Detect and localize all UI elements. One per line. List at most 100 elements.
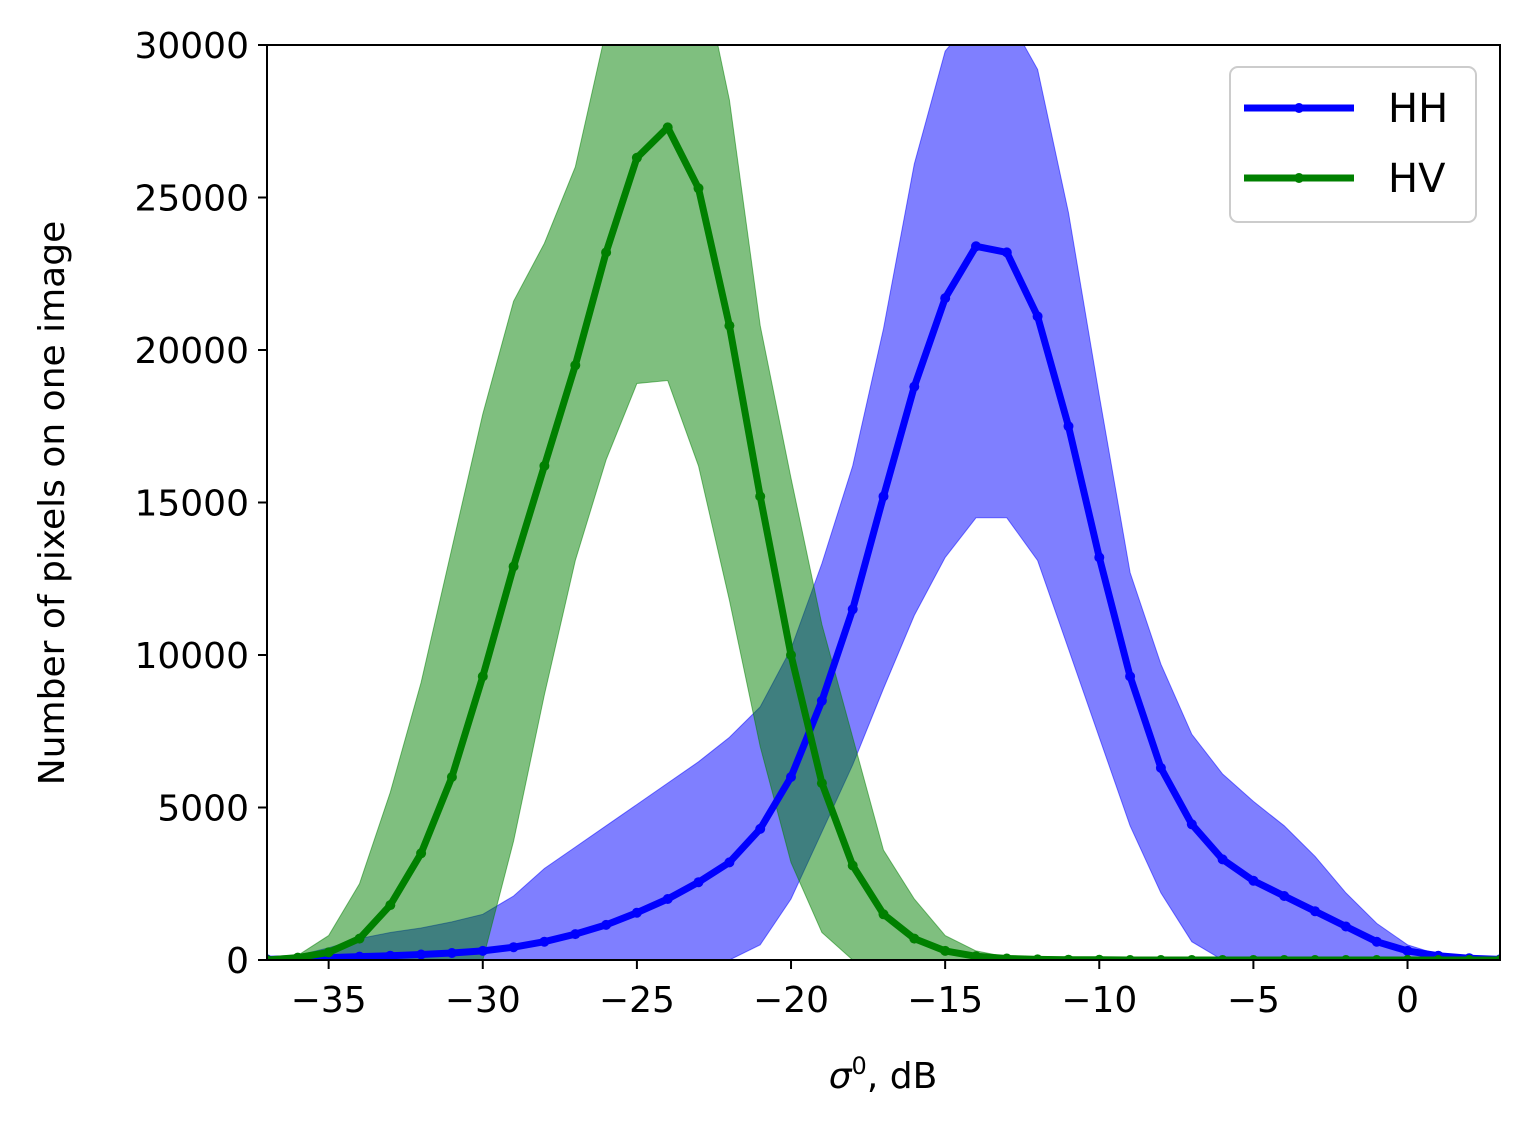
point-hh xyxy=(508,942,519,953)
x-axis-label-superscript: 0 xyxy=(852,1052,867,1080)
point-hv xyxy=(539,460,550,471)
band-hv xyxy=(267,45,1500,960)
y-tick-label: 20000 xyxy=(134,331,249,372)
point-hv xyxy=(1464,955,1475,960)
point-hv xyxy=(354,933,365,944)
point-hh xyxy=(755,823,766,834)
point-hv xyxy=(477,671,488,682)
y-tick-label: 10000 xyxy=(134,636,249,677)
point-hh xyxy=(693,877,704,888)
point-hv xyxy=(909,933,920,944)
point-hv xyxy=(1155,955,1166,960)
point-hv xyxy=(508,561,519,572)
point-hh xyxy=(1063,421,1074,432)
point-hh xyxy=(1279,891,1290,901)
x-axis-ticks: −35 −30 −25 −20 −15 −10 −5 0 xyxy=(291,960,1419,1021)
point-hh xyxy=(816,695,827,706)
point-hv xyxy=(1340,955,1351,960)
point-hv xyxy=(940,945,951,956)
point-hv xyxy=(1217,955,1228,960)
point-hh xyxy=(878,491,889,502)
x-axis-label: σ0, dB xyxy=(829,1052,938,1097)
point-hv xyxy=(631,152,642,163)
point-hv xyxy=(786,650,796,660)
point-hv xyxy=(416,848,427,859)
point-hh xyxy=(1340,921,1351,932)
point-hv xyxy=(724,320,735,331)
point-hh xyxy=(1125,671,1136,682)
point-hv xyxy=(323,947,334,958)
point-hh xyxy=(1310,906,1320,917)
point-hh xyxy=(354,951,365,960)
x-tick-label: 0 xyxy=(1396,980,1419,1021)
x-tick-label: −35 xyxy=(291,980,367,1021)
point-hv xyxy=(446,772,457,782)
point-hv xyxy=(292,952,303,960)
point-hv xyxy=(662,122,673,133)
point-hh xyxy=(1248,875,1259,886)
point-hv xyxy=(1186,955,1197,960)
x-tick-label: −25 xyxy=(599,980,675,1021)
point-hh xyxy=(477,945,488,956)
x-axis-label-symbol: σ xyxy=(829,1056,853,1097)
point-hh xyxy=(786,772,796,782)
point-hh xyxy=(940,293,951,304)
point-hh xyxy=(539,936,550,947)
point-hv xyxy=(1248,955,1259,960)
point-hh xyxy=(1001,247,1012,258)
point-hv xyxy=(1094,954,1105,960)
point-hh xyxy=(1371,936,1382,947)
point-hv xyxy=(971,951,981,960)
point-hh xyxy=(1217,854,1228,865)
point-hv xyxy=(878,909,889,920)
legend-label-hv: HV xyxy=(1388,156,1446,202)
y-tick-label: 30000 xyxy=(134,26,249,67)
point-hv xyxy=(601,247,612,258)
legend-marker-hh xyxy=(1294,103,1304,113)
point-hv xyxy=(1279,955,1290,960)
point-hh xyxy=(385,950,396,960)
x-tick-label: −30 xyxy=(445,980,521,1021)
point-hv xyxy=(1495,955,1500,960)
point-hh xyxy=(909,381,920,392)
point-hh xyxy=(1186,819,1197,830)
x-tick-label: −20 xyxy=(753,980,829,1021)
point-hh xyxy=(601,919,612,930)
legend-marker-hv xyxy=(1294,173,1304,183)
x-tick-label: −10 xyxy=(1061,980,1137,1021)
x-axis-label-unit: , dB xyxy=(867,1056,937,1097)
point-hv xyxy=(267,955,272,960)
x-tick-label: −15 xyxy=(907,980,983,1021)
y-axis-label: Number of pixels on one image xyxy=(32,221,73,785)
point-hh xyxy=(971,241,981,252)
point-hv xyxy=(1063,954,1074,960)
y-tick-label: 0 xyxy=(226,941,249,982)
legend: HH HV xyxy=(1229,66,1477,223)
point-hh xyxy=(662,894,673,904)
point-hv xyxy=(1310,955,1320,960)
point-hh xyxy=(1155,762,1166,773)
point-hv xyxy=(1402,955,1413,960)
point-hh xyxy=(1032,311,1043,322)
y-tick-label: 5000 xyxy=(157,789,249,830)
y-tick-label: 25000 xyxy=(134,179,249,220)
point-hh xyxy=(1094,552,1105,563)
point-hv xyxy=(570,360,581,371)
legend-label-hh: HH xyxy=(1388,86,1448,132)
point-hv xyxy=(1371,955,1382,960)
y-axis-ticks: 0 5000 10000 15000 20000 25000 30000 xyxy=(134,26,267,982)
point-hh xyxy=(631,907,642,918)
point-hh xyxy=(847,604,858,615)
point-hv xyxy=(385,900,396,911)
series-lines xyxy=(267,122,1500,960)
point-hh xyxy=(446,948,457,958)
point-hh xyxy=(724,857,735,868)
point-hv xyxy=(755,491,766,502)
point-hv xyxy=(1125,955,1136,960)
point-hv xyxy=(816,778,827,789)
x-tick-label: −5 xyxy=(1227,980,1280,1021)
point-hv xyxy=(693,183,704,194)
point-hh xyxy=(416,949,427,960)
point-hv xyxy=(1001,953,1012,960)
